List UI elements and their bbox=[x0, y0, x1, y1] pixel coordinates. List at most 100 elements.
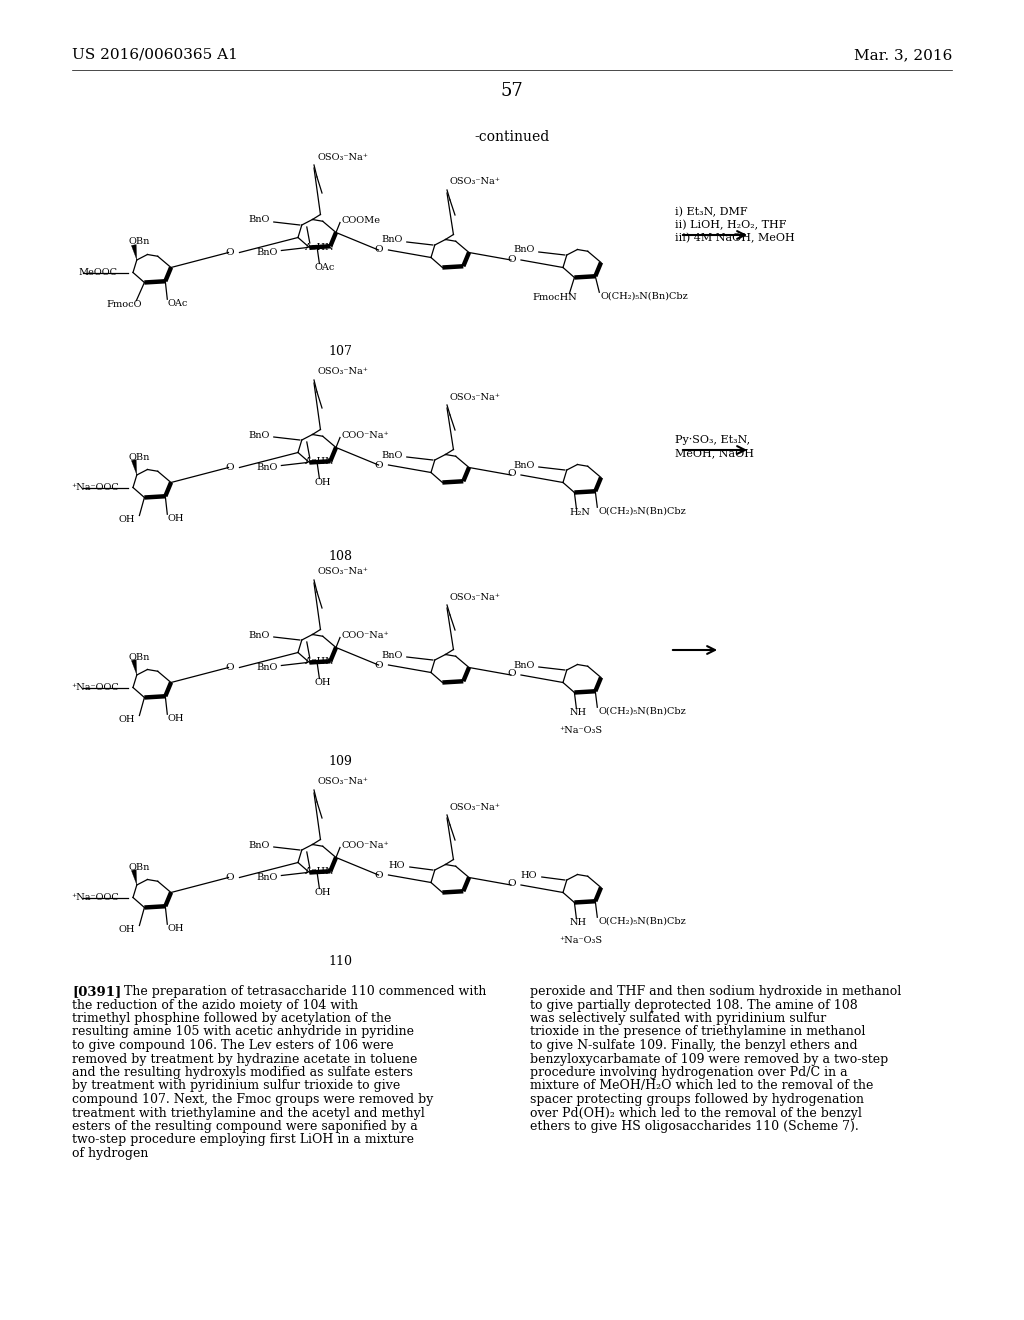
Text: BnO: BnO bbox=[513, 461, 535, 470]
Text: OH: OH bbox=[118, 515, 134, 524]
Text: resulting amine 105 with acetic anhydride in pyridine: resulting amine 105 with acetic anhydrid… bbox=[72, 1026, 414, 1039]
Text: OSO₃⁻Na⁺: OSO₃⁻Na⁺ bbox=[317, 367, 368, 376]
Text: ethers to give HS oligosaccharides 110 (Scheme 7).: ethers to give HS oligosaccharides 110 (… bbox=[530, 1119, 859, 1133]
Polygon shape bbox=[131, 459, 137, 475]
Text: BnO: BnO bbox=[256, 873, 278, 882]
Text: removed by treatment by hydrazine acetate in toluene: removed by treatment by hydrazine acetat… bbox=[72, 1052, 418, 1065]
Text: ⁺Na⁻OOC: ⁺Na⁻OOC bbox=[71, 682, 119, 692]
Text: to give compound 106. The Lev esters of 106 were: to give compound 106. The Lev esters of … bbox=[72, 1039, 393, 1052]
Text: BnO: BnO bbox=[256, 248, 278, 257]
Text: O: O bbox=[508, 255, 516, 264]
Text: OSO₃⁻Na⁺: OSO₃⁻Na⁺ bbox=[317, 777, 368, 787]
Text: ii) LiOH, H₂O₂, THF: ii) LiOH, H₂O₂, THF bbox=[675, 220, 786, 231]
Text: OH: OH bbox=[118, 715, 134, 723]
Text: O(CH₂)₅N(Bn)Cbz: O(CH₂)₅N(Bn)Cbz bbox=[600, 292, 688, 301]
Text: US 2016/0060365 A1: US 2016/0060365 A1 bbox=[72, 48, 238, 62]
Text: AcHN: AcHN bbox=[304, 657, 334, 667]
Text: Py·SO₃, Et₃N,: Py·SO₃, Et₃N, bbox=[675, 436, 751, 445]
Text: to give N-sulfate 109. Finally, the benzyl ethers and: to give N-sulfate 109. Finally, the benz… bbox=[530, 1039, 858, 1052]
Text: over Pd(OH)₂ which led to the removal of the benzyl: over Pd(OH)₂ which led to the removal of… bbox=[530, 1106, 862, 1119]
Text: AcHN: AcHN bbox=[304, 458, 334, 466]
Text: The preparation of tetrasaccharide 110 commenced with: The preparation of tetrasaccharide 110 c… bbox=[124, 985, 486, 998]
Text: O: O bbox=[374, 246, 383, 255]
Text: H₂N: H₂N bbox=[569, 508, 590, 517]
Text: COO⁻Na⁺: COO⁻Na⁺ bbox=[341, 432, 389, 440]
Text: OSO₃⁻Na⁺: OSO₃⁻Na⁺ bbox=[450, 392, 501, 401]
Text: COO⁻Na⁺: COO⁻Na⁺ bbox=[341, 631, 389, 640]
Text: OAc: OAc bbox=[167, 298, 187, 308]
Text: OH: OH bbox=[118, 925, 134, 935]
Text: esters of the resulting compound were saponified by a: esters of the resulting compound were sa… bbox=[72, 1119, 418, 1133]
Text: OSO₃⁻Na⁺: OSO₃⁻Na⁺ bbox=[450, 593, 501, 602]
Text: of hydrogen: of hydrogen bbox=[72, 1147, 148, 1160]
Text: spacer protecting groups followed by hydrogenation: spacer protecting groups followed by hyd… bbox=[530, 1093, 864, 1106]
Text: trioxide in the presence of triethylamine in methanol: trioxide in the presence of triethylamin… bbox=[530, 1026, 865, 1039]
Text: OSO₃⁻Na⁺: OSO₃⁻Na⁺ bbox=[317, 153, 368, 161]
Text: peroxide and THF and then sodium hydroxide in methanol: peroxide and THF and then sodium hydroxi… bbox=[530, 985, 901, 998]
Text: O(CH₂)₅N(Bn)Cbz: O(CH₂)₅N(Bn)Cbz bbox=[598, 917, 686, 925]
Text: O: O bbox=[225, 248, 233, 257]
Text: OH: OH bbox=[314, 888, 331, 898]
Text: O(CH₂)₅N(Bn)Cbz: O(CH₂)₅N(Bn)Cbz bbox=[598, 706, 686, 715]
Text: BnO: BnO bbox=[381, 450, 402, 459]
Text: 107: 107 bbox=[328, 345, 352, 358]
Text: O: O bbox=[225, 873, 233, 882]
Text: -continued: -continued bbox=[474, 129, 550, 144]
Text: 57: 57 bbox=[501, 82, 523, 100]
Text: AcHN: AcHN bbox=[304, 243, 334, 252]
Text: procedure involving hydrogenation over Pd/C in a: procedure involving hydrogenation over P… bbox=[530, 1067, 848, 1078]
Text: BnO: BnO bbox=[249, 215, 269, 224]
Text: OH: OH bbox=[314, 478, 331, 487]
Text: compound 107. Next, the Fmoc groups were removed by: compound 107. Next, the Fmoc groups were… bbox=[72, 1093, 433, 1106]
Text: [0391]: [0391] bbox=[72, 985, 121, 998]
Polygon shape bbox=[131, 660, 137, 675]
Text: OBn: OBn bbox=[129, 652, 151, 661]
Text: BnO: BnO bbox=[249, 631, 269, 639]
Text: COO⁻Na⁺: COO⁻Na⁺ bbox=[341, 841, 389, 850]
Text: and the resulting hydroxyls modified as sulfate esters: and the resulting hydroxyls modified as … bbox=[72, 1067, 413, 1078]
Text: OBn: OBn bbox=[129, 453, 151, 462]
Text: BnO: BnO bbox=[381, 651, 402, 660]
Text: OSO₃⁻Na⁺: OSO₃⁻Na⁺ bbox=[450, 803, 501, 812]
Text: to give partially deprotected 108. The amine of 108: to give partially deprotected 108. The a… bbox=[530, 998, 858, 1011]
Text: 109: 109 bbox=[328, 755, 352, 768]
Text: FmocHN: FmocHN bbox=[532, 293, 577, 302]
Text: Mar. 3, 2016: Mar. 3, 2016 bbox=[854, 48, 952, 62]
Text: treatment with triethylamine and the acetyl and methyl: treatment with triethylamine and the ace… bbox=[72, 1106, 425, 1119]
Text: trimethyl phosphine followed by acetylation of the: trimethyl phosphine followed by acetylat… bbox=[72, 1012, 391, 1026]
Text: BnO: BnO bbox=[381, 235, 402, 244]
Text: OH: OH bbox=[314, 678, 331, 686]
Text: BnO: BnO bbox=[249, 430, 269, 440]
Polygon shape bbox=[131, 870, 137, 884]
Text: O: O bbox=[374, 461, 383, 470]
Text: by treatment with pyridinium sulfur trioxide to give: by treatment with pyridinium sulfur trio… bbox=[72, 1080, 400, 1093]
Text: OSO₃⁻Na⁺: OSO₃⁻Na⁺ bbox=[450, 177, 501, 186]
Text: OH: OH bbox=[167, 714, 183, 723]
Text: BnO: BnO bbox=[513, 660, 535, 669]
Text: O: O bbox=[374, 870, 383, 879]
Text: OAc: OAc bbox=[314, 263, 335, 272]
Text: O: O bbox=[374, 660, 383, 669]
Text: FmocO: FmocO bbox=[106, 300, 142, 309]
Text: HO: HO bbox=[388, 861, 404, 870]
Text: O(CH₂)₅N(Bn)Cbz: O(CH₂)₅N(Bn)Cbz bbox=[598, 507, 686, 516]
Text: COOMe: COOMe bbox=[341, 216, 380, 224]
Text: mixture of MeOH/H₂O which led to the removal of the: mixture of MeOH/H₂O which led to the rem… bbox=[530, 1080, 873, 1093]
Text: 110: 110 bbox=[328, 954, 352, 968]
Text: ⁺Na⁻O₃S: ⁺Na⁻O₃S bbox=[559, 936, 602, 945]
Text: 108: 108 bbox=[328, 550, 352, 564]
Text: ⁺Na⁻OOC: ⁺Na⁻OOC bbox=[71, 894, 119, 902]
Text: HO: HO bbox=[520, 870, 537, 879]
Text: OH: OH bbox=[167, 513, 183, 523]
Text: O: O bbox=[225, 463, 233, 473]
Text: OBn: OBn bbox=[129, 238, 151, 247]
Polygon shape bbox=[131, 244, 137, 260]
Text: MeOH, NaOH: MeOH, NaOH bbox=[675, 447, 754, 458]
Text: NH: NH bbox=[569, 708, 587, 717]
Text: was selectively sulfated with pyridinium sulfur: was selectively sulfated with pyridinium… bbox=[530, 1012, 826, 1026]
Text: NH: NH bbox=[569, 917, 587, 927]
Text: OH: OH bbox=[167, 924, 183, 933]
Text: O: O bbox=[508, 879, 516, 888]
Text: O: O bbox=[508, 669, 516, 678]
Text: OBn: OBn bbox=[129, 862, 151, 871]
